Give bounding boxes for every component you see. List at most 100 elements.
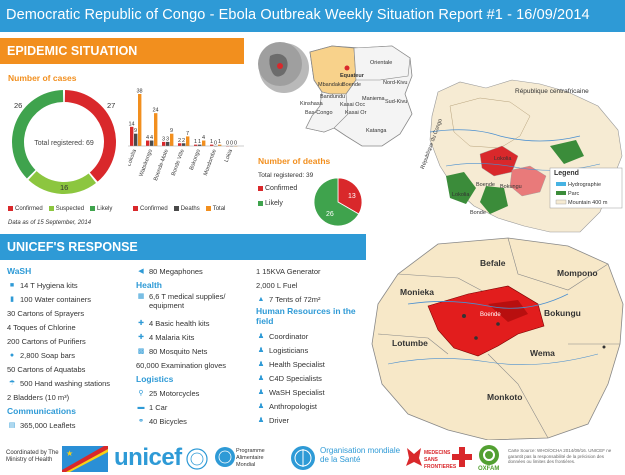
- bar-total: [186, 136, 190, 146]
- map-label-orientale: Orientale: [370, 60, 393, 66]
- oxfam-text: OXFAM: [478, 466, 500, 472]
- list-item: ▤ 365,000 Leaflets: [8, 420, 76, 430]
- bar-deaths: [134, 133, 138, 146]
- bar-total: [202, 140, 206, 146]
- map-label-bokungu-top: Bokungu: [500, 184, 522, 190]
- unicef-response-band: UNICEF'S RESPONSE: [0, 234, 366, 260]
- drc-flag-logo: ★: [62, 446, 108, 472]
- bar-category-label: Lokia: [224, 148, 234, 163]
- zone-label-mompono: Mompono: [557, 268, 598, 278]
- wash-title: WaSH: [7, 266, 32, 276]
- bar-category-label: Lokolia: [128, 148, 138, 167]
- zone-label-boende: Boende: [480, 312, 501, 318]
- drc-overview-map: [258, 42, 623, 233]
- health-kit-icon: ✚: [138, 320, 144, 327]
- bar-data-label: 0: [226, 141, 229, 147]
- map-label-katanga: Katanga: [366, 128, 387, 134]
- bar-data-label: 1: [210, 139, 213, 145]
- msf-logo-icon: [406, 448, 422, 466]
- bar-data-label: 3: [162, 136, 165, 142]
- logistics-title: Logistics: [136, 374, 174, 384]
- bar-legend-deaths: Deaths: [173, 206, 200, 212]
- bar-category-label: Watsikengo: [138, 149, 153, 178]
- coordinated-by-text: Coordinated by The Ministry of Health: [6, 450, 59, 463]
- map-legend-title: Legend: [554, 170, 579, 177]
- list-item: ◀ 80 Megaphones: [136, 264, 256, 278]
- bar-confirmed: [162, 141, 166, 146]
- car-icon: ▬: [137, 403, 145, 411]
- bar-data-label: 9: [170, 128, 173, 134]
- health-zones-map: [368, 234, 625, 440]
- bar-category-label: Bokongo: [189, 149, 202, 171]
- bar-data-label: 9: [134, 128, 137, 134]
- zone-label-wema: Wema: [530, 348, 555, 358]
- medical-supplies-icon: ▦: [137, 293, 145, 300]
- who-text: Organisation mondiale de la Santé: [320, 446, 401, 464]
- list-item: ♟ Logisticians: [257, 345, 309, 355]
- bar-category-label: Mondombe: [203, 149, 218, 177]
- map-label-bas-congo: Bas-Congo: [305, 110, 333, 116]
- zone-label-bokungu: Bokungu: [544, 308, 581, 318]
- list-item: ♟ C4D Specialists: [257, 373, 322, 383]
- map-label-maniema: Maniema: [362, 96, 385, 102]
- map-label-car: République centrafricaine: [515, 88, 589, 95]
- bar-data-label: 1: [218, 139, 221, 145]
- deaths-label-likely: 26: [326, 211, 334, 218]
- list-item: ▲ 7 Tents of 72m²: [257, 294, 321, 304]
- svg-text:★: ★: [66, 449, 73, 458]
- map-label-nord-kivu: Nord-Kivu: [383, 80, 408, 86]
- map-label-equateur: Equateur: [340, 73, 364, 79]
- motorcycle-icon: ⚲: [138, 390, 144, 397]
- bar-legend-confirmed: Confirmed: [133, 206, 168, 212]
- map-label-boende-top: Boende: [476, 182, 495, 188]
- map-label-lokolia-2: Lokolia: [452, 192, 470, 198]
- water-container-icon: ▮: [10, 296, 14, 303]
- person-icon: ♟: [257, 389, 265, 396]
- bar-deaths: [150, 140, 154, 146]
- list-item: 2,000 L Fuel: [256, 280, 298, 290]
- bar-data-label: 4: [146, 135, 149, 141]
- bar-data-label: 7: [186, 131, 189, 137]
- list-item: ▦ 6,6 T medical supplies/ equipment: [137, 292, 226, 310]
- deaths-title: Number of deaths: [258, 156, 331, 166]
- list-item: 30 Cartons of Sprayers: [7, 308, 85, 318]
- bar-category-label: Bonde Ville: [171, 149, 186, 177]
- zone-label-lotumbe: Lotumbe: [392, 338, 428, 348]
- map-label-mbandaka: Mbandaka: [318, 82, 344, 88]
- bar-data-label: 1: [198, 139, 201, 145]
- bar-data-label: 4: [202, 135, 205, 141]
- bar-confirmed: [194, 144, 198, 146]
- red-cross-icon: [452, 447, 472, 467]
- donut-label-confirmed: 27: [107, 101, 115, 110]
- map-label-bonde: Bonde: [470, 210, 486, 216]
- bar-data-label: 14: [128, 121, 134, 127]
- pie-slice-likely: [313, 177, 360, 227]
- donut-slice-confirmed: [64, 90, 117, 182]
- wfp-text: Programme Alimentaire Mondial: [236, 448, 265, 468]
- response-col-resources: 1 15KVA Generator 2,000 L Fuel ▲ 7 Tents …: [256, 264, 364, 427]
- bar-category-label: Boende-Mote: [153, 149, 170, 182]
- bar-data-label: 3: [166, 136, 169, 142]
- bar-data-label: 24: [152, 108, 158, 114]
- cases-title: Number of cases: [8, 73, 77, 83]
- legend-suspected: Suspected: [48, 206, 84, 212]
- oxfam-logo-icon: [479, 445, 499, 465]
- report-title-bar: Democratic Republic of Congo - Ebola Out…: [0, 0, 625, 32]
- leaflet-icon: ▤: [8, 422, 16, 429]
- bar-total: [218, 144, 222, 146]
- data-note: Data as of 15 September, 2014: [8, 220, 92, 226]
- deaths-pie-chart: 13 26: [313, 177, 363, 227]
- list-item: 60,000 Examination gloves: [136, 360, 227, 370]
- megaphone-icon: ◀: [138, 268, 144, 275]
- health-title: Health: [136, 280, 162, 290]
- hygiene-kit-icon: ■: [9, 281, 15, 289]
- bar-data-label: 2: [178, 138, 181, 144]
- deaths-legend-likely: Likely: [258, 200, 297, 207]
- legend-confirmed: Confirmed: [8, 206, 43, 212]
- mosquito-net-icon: ▩: [137, 348, 145, 355]
- list-item: ☂ 500 Hand washing stations: [8, 378, 111, 388]
- deaths-legend-confirmed: Confirmed: [258, 185, 297, 192]
- person-icon: ♟: [257, 375, 265, 382]
- unicef-logo: unicef: [114, 444, 182, 471]
- list-item: ▮ 100 Water containers: [7, 292, 135, 306]
